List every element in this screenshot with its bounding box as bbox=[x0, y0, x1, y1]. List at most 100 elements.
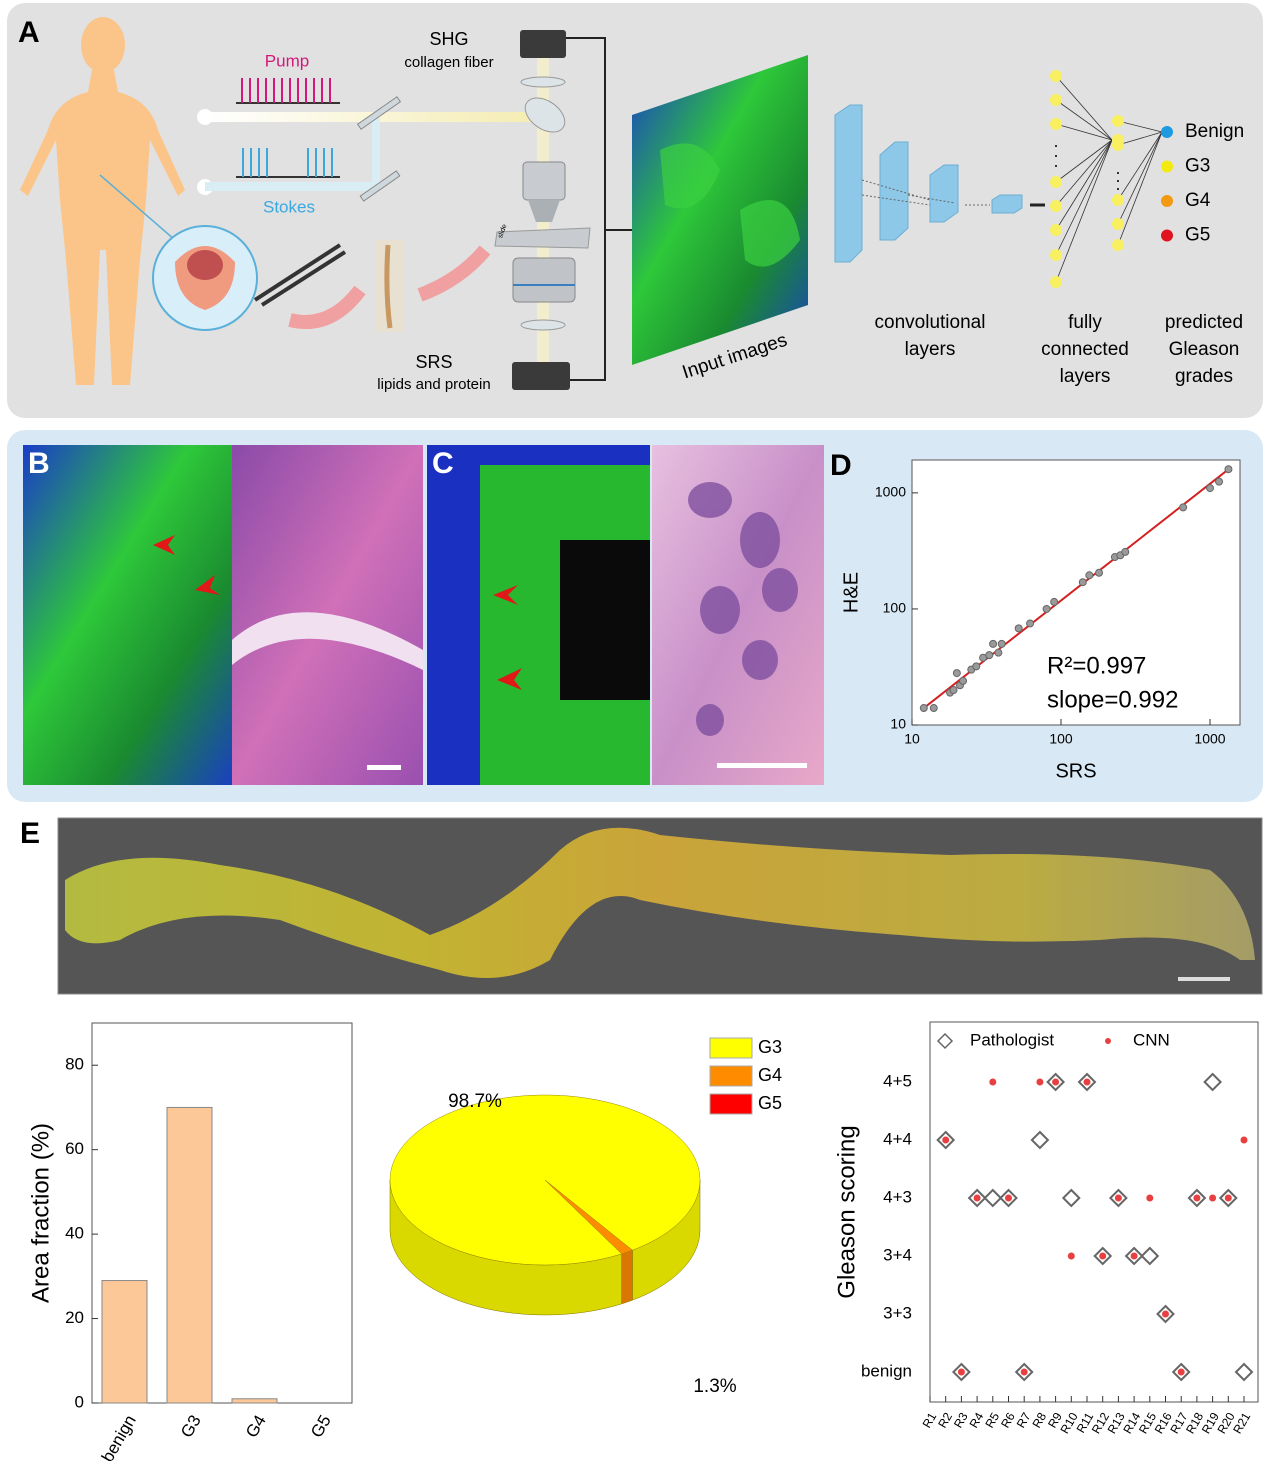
legend-swatch bbox=[709, 1093, 753, 1115]
nn-node bbox=[1112, 218, 1124, 230]
x-tick-label: R7 bbox=[1014, 1410, 1034, 1431]
nn-node bbox=[1050, 249, 1062, 261]
class-dot bbox=[1161, 126, 1173, 138]
scale-bar bbox=[367, 765, 401, 770]
data-point bbox=[989, 639, 998, 648]
data-point bbox=[949, 686, 958, 695]
data-point bbox=[994, 648, 1003, 657]
pred-label: Gleason bbox=[1169, 339, 1240, 360]
dot bbox=[1177, 1368, 1185, 1376]
stokes-pulses bbox=[236, 148, 340, 178]
stokes-label: Stokes bbox=[263, 197, 315, 216]
pred-label: grades bbox=[1175, 366, 1233, 387]
annotation: R²=0.997 bbox=[1047, 652, 1146, 679]
bar bbox=[101, 1280, 148, 1404]
class-dot bbox=[1161, 195, 1173, 207]
legend-swatch bbox=[709, 1037, 753, 1059]
data-point bbox=[919, 704, 928, 713]
y-axis-label: Area fraction (%) bbox=[27, 1123, 54, 1303]
biopsy-needle bbox=[253, 243, 347, 307]
y-tick-label: 20 bbox=[65, 1308, 84, 1327]
dot bbox=[1005, 1194, 1012, 1202]
nn-node bbox=[1112, 134, 1124, 146]
y-tick-label: 40 bbox=[65, 1224, 84, 1243]
lumen-c bbox=[560, 540, 650, 700]
dot bbox=[1224, 1194, 1232, 1202]
panel-label: B bbox=[28, 447, 50, 480]
x-tick-label: R3 bbox=[951, 1410, 971, 1431]
data-point bbox=[1095, 568, 1104, 577]
class-label: Benign bbox=[1185, 121, 1244, 142]
y-tick-label: 60 bbox=[65, 1139, 84, 1158]
value-label: 98.7% bbox=[448, 1091, 502, 1112]
panel-label: A bbox=[18, 16, 40, 49]
dot bbox=[1067, 1252, 1075, 1260]
class-label: G5 bbox=[1185, 225, 1210, 246]
lumen bbox=[232, 612, 423, 670]
x-tick-label: R21 bbox=[1230, 1410, 1253, 1436]
panel-label: D bbox=[830, 449, 852, 482]
dot bbox=[1193, 1194, 1201, 1202]
nn-node bbox=[1112, 115, 1124, 127]
nn-node bbox=[1050, 118, 1062, 130]
pred-label: predicted bbox=[1165, 312, 1243, 333]
y-tick-label: benign bbox=[861, 1361, 912, 1380]
nn-node bbox=[1050, 200, 1062, 212]
bar bbox=[231, 1398, 278, 1404]
x-tick-label: 1000 bbox=[1194, 731, 1225, 747]
x-tick-label: R8 bbox=[1029, 1410, 1049, 1431]
diamond bbox=[1234, 1362, 1254, 1382]
panel-label: E bbox=[20, 817, 40, 850]
dot bbox=[989, 1078, 997, 1086]
x-tick-label: R2 bbox=[935, 1410, 955, 1431]
scale-bar bbox=[717, 763, 807, 768]
data-point bbox=[1026, 619, 1035, 628]
data-point bbox=[985, 651, 994, 660]
shg-label: SHG bbox=[429, 29, 468, 49]
gland bbox=[660, 143, 800, 267]
nn-edge bbox=[1117, 131, 1163, 225]
dot bbox=[1052, 1078, 1060, 1086]
bar bbox=[166, 1106, 213, 1404]
x-tick-label: G4 bbox=[242, 1412, 270, 1441]
dot bbox=[1020, 1368, 1028, 1376]
data-point bbox=[1050, 597, 1059, 606]
legend-label: G3 bbox=[758, 1037, 782, 1057]
nn-edge bbox=[1055, 139, 1113, 256]
nuclei-band bbox=[427, 445, 650, 785]
conv-label: convolutional bbox=[875, 312, 986, 333]
dot bbox=[973, 1194, 981, 1202]
x-tick-label: R6 bbox=[998, 1410, 1018, 1431]
tissue bbox=[65, 827, 1255, 978]
data-point bbox=[959, 676, 968, 685]
class-label: G3 bbox=[1185, 156, 1210, 177]
srs-label: SRS bbox=[415, 352, 452, 372]
y-tick-label: 80 bbox=[65, 1055, 84, 1074]
nn-node bbox=[1050, 70, 1062, 82]
nn-edge bbox=[1117, 131, 1163, 201]
pie-slice bbox=[544, 1179, 633, 1255]
legend-swatch bbox=[709, 1065, 753, 1087]
y-tick-label: 3+4 bbox=[883, 1245, 912, 1264]
legend-label: Pathologist bbox=[970, 1030, 1054, 1049]
data-point bbox=[1078, 578, 1087, 587]
beam bbox=[372, 117, 380, 187]
x-tick-label: R1 bbox=[920, 1410, 940, 1431]
diamond bbox=[983, 1188, 1003, 1208]
legend-marker bbox=[936, 1032, 954, 1050]
input-image bbox=[632, 55, 808, 365]
data-point bbox=[1014, 624, 1023, 633]
x-tick-label: G3 bbox=[177, 1412, 205, 1441]
y-tick-label: 0 bbox=[75, 1392, 84, 1411]
plot-frame bbox=[929, 1021, 1259, 1403]
nn-edge bbox=[1055, 75, 1113, 141]
y-tick-label: 4+3 bbox=[883, 1187, 912, 1206]
dot bbox=[1162, 1310, 1169, 1318]
y-axis-label: Gleason scoring bbox=[833, 1125, 860, 1298]
y-tick-label: 4+4 bbox=[883, 1129, 912, 1148]
scale-bar bbox=[1178, 977, 1230, 981]
class-dot bbox=[1161, 160, 1173, 173]
nn-edge bbox=[1055, 139, 1113, 183]
nn-edge bbox=[1117, 131, 1163, 146]
